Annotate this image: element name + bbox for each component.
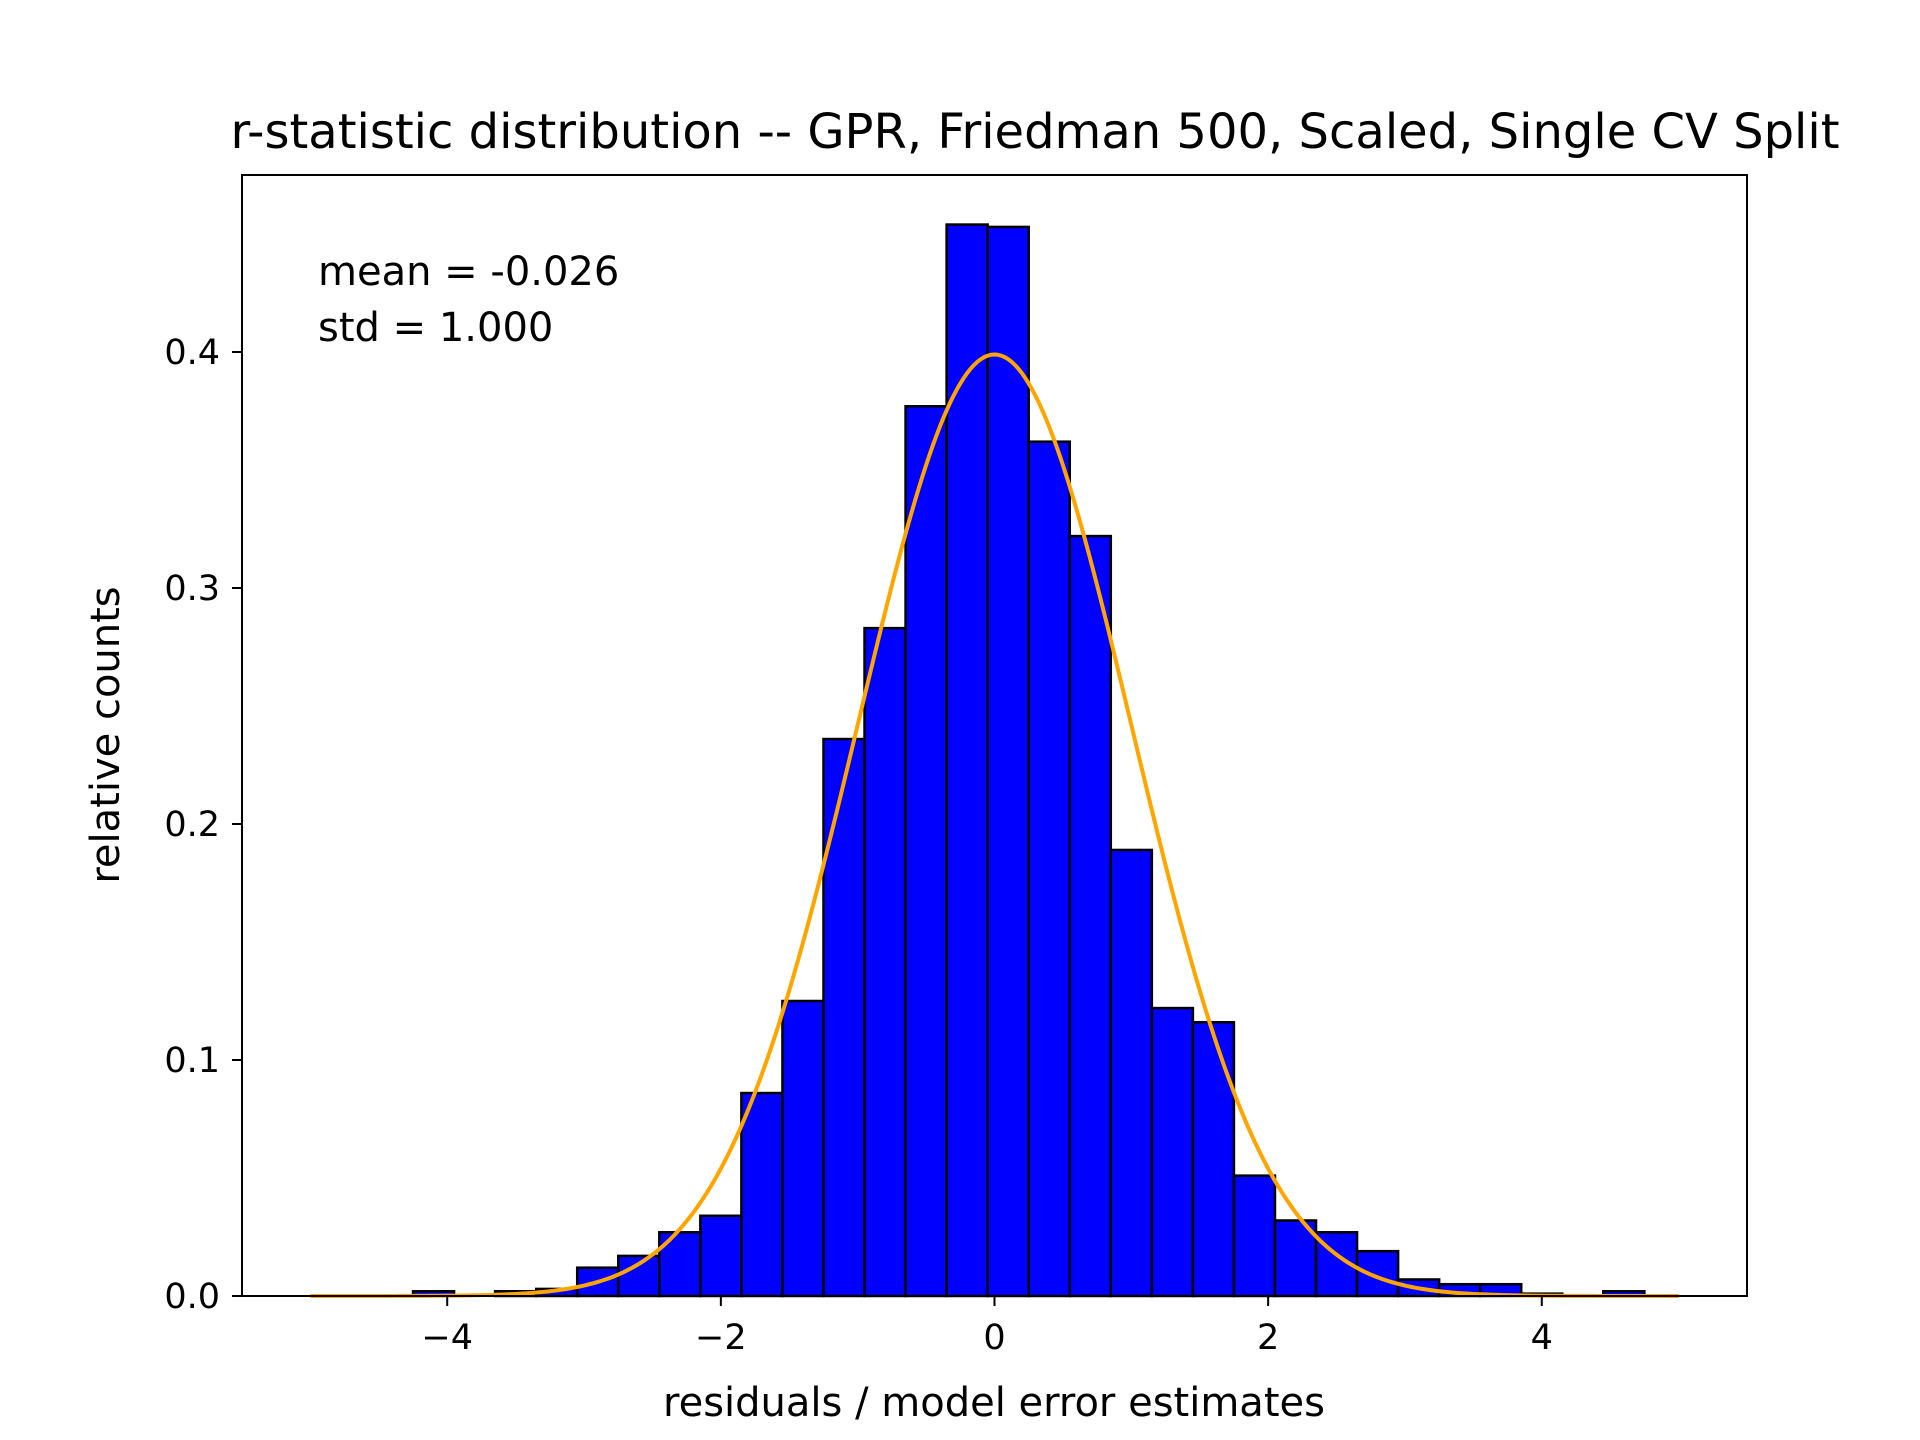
histogram-bar (986, 225, 1030, 1298)
y-tick-label: 0.2 (164, 805, 220, 845)
std-annotation: std = 1.000 (318, 305, 553, 351)
histogram-bar (1068, 534, 1113, 1298)
mean-annotation: mean = -0.026 (318, 249, 619, 295)
histogram-bar (740, 1091, 784, 1298)
histogram-bar (699, 1214, 743, 1298)
x-axis-label: residuals / model error estimates (663, 1380, 1325, 1426)
axis-ticks: −4 −2 0 2 4 0.0 0.1 0.2 0.3 0.4 (164, 333, 1553, 1358)
x-tick-label: 2 (1257, 1318, 1279, 1358)
histogram-bars (411, 223, 1646, 1298)
normal-curve-line (310, 352, 1679, 1298)
x-tick-label: −2 (695, 1318, 747, 1358)
histogram-bar (904, 405, 948, 1298)
histogram-bar (945, 223, 989, 1298)
y-tick-label: 0.4 (164, 333, 220, 373)
x-tick-label: −4 (421, 1318, 473, 1358)
x-tick-label: 0 (983, 1318, 1005, 1358)
plot-area-frame (241, 174, 1748, 1297)
histogram-bar (822, 737, 866, 1298)
y-tick-label: 0.3 (164, 569, 220, 609)
histogram-bar (1191, 1020, 1236, 1298)
histogram-bar (1355, 1249, 1400, 1298)
chart-title: r-statistic distribution -- GPR, Friedma… (230, 104, 1839, 160)
y-tick-label: 0.0 (164, 1277, 220, 1317)
histogram-bar (1150, 1006, 1195, 1298)
histogram-bar (1027, 440, 1072, 1298)
histogram-bar (1109, 848, 1154, 1298)
x-tick-label: 4 (1531, 1318, 1553, 1358)
normal-curve-layer (310, 352, 1679, 1298)
histogram-bar (863, 626, 907, 1298)
histogram-bar (781, 999, 825, 1298)
y-axis-label: relative counts (83, 586, 129, 883)
y-tick-label: 0.1 (164, 1041, 220, 1081)
histogram-bar (1232, 1174, 1277, 1298)
